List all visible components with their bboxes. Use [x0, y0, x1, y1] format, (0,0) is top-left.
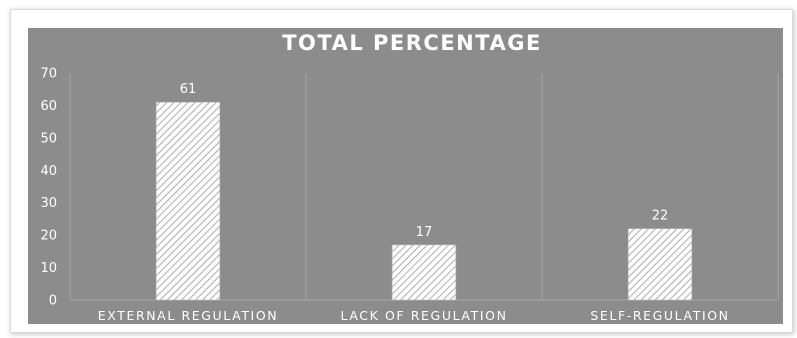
y-tick-label: 40 [40, 164, 57, 179]
data-labels: 61 17 22 [180, 82, 669, 240]
y-tick-label: 50 [40, 131, 57, 146]
x-tick-label: LACK OF REGULATION [340, 308, 507, 323]
x-axis: EXTERNAL REGULATION LACK OF REGULATION SEL… [98, 308, 729, 323]
x-tick-label: SELF-REGULATION [590, 308, 729, 323]
data-label: 61 [180, 82, 197, 97]
bar-1 [155, 101, 221, 301]
bars [155, 101, 693, 301]
y-tick-label: 70 [40, 67, 57, 82]
data-label: 22 [652, 209, 669, 224]
y-tick-label: 10 [40, 261, 57, 276]
bar-2 [391, 244, 457, 301]
data-label: 17 [416, 225, 433, 240]
y-tick-label: 0 [49, 294, 57, 309]
y-tick-label: 20 [40, 229, 57, 244]
category-separators [69, 73, 779, 300]
bar-3 [627, 228, 693, 301]
y-tick-label: 60 [40, 99, 57, 114]
chart-title: TOTAL PERCENTAGE [282, 31, 542, 55]
x-tick-label: EXTERNAL REGULATION [98, 308, 278, 323]
y-tick-label: 30 [40, 196, 57, 211]
